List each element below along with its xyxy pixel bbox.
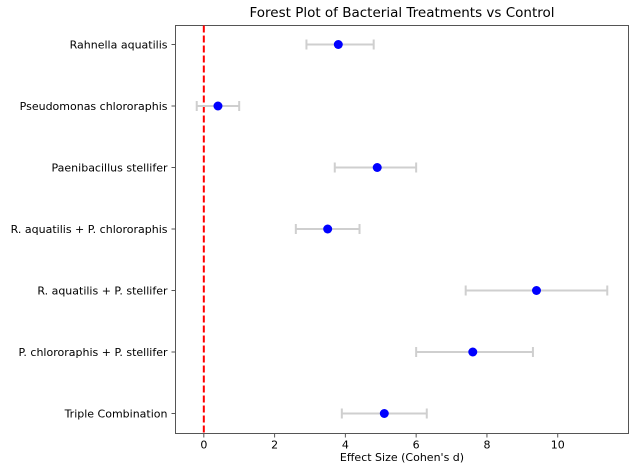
chart-title: Forest Plot of Bacterial Treatments vs C… bbox=[249, 5, 554, 21]
y-category-label: R. aquatilis + P. chlororaphis bbox=[11, 223, 168, 236]
data-point bbox=[333, 40, 343, 49]
data-point bbox=[372, 163, 382, 172]
plot-frame bbox=[175, 25, 629, 434]
x-tick-label: 4 bbox=[342, 439, 349, 452]
data-point bbox=[323, 224, 333, 234]
plot-area: 0 2 4 6 8 10 Rahnella aquatilis Pseudomonas chl… bbox=[11, 25, 629, 452]
y-category-label: R. aquatilis + P. stellifer bbox=[37, 285, 168, 298]
x-tick-label: 8 bbox=[483, 439, 490, 452]
y-category-label: Paenibacillus stellifer bbox=[52, 162, 168, 175]
x-tick-label: 2 bbox=[271, 439, 278, 452]
data-point bbox=[379, 409, 389, 418]
y-category-label: Pseudomonas chlororaphis bbox=[20, 100, 168, 113]
data-point bbox=[213, 101, 223, 111]
data-point bbox=[531, 286, 541, 295]
y-category-label: Triple Combination bbox=[64, 408, 168, 421]
x-tick-label: 6 bbox=[413, 439, 420, 452]
x-axis-label: Effect Size (Cohen's d) bbox=[340, 451, 464, 464]
y-category-label: P. chlororaphis + P. stellifer bbox=[19, 346, 168, 359]
x-tick-label: 10 bbox=[551, 439, 565, 452]
x-tick-label: 0 bbox=[200, 439, 207, 452]
data-point bbox=[468, 347, 478, 357]
y-category-label: Rahnella aquatilis bbox=[70, 39, 168, 52]
